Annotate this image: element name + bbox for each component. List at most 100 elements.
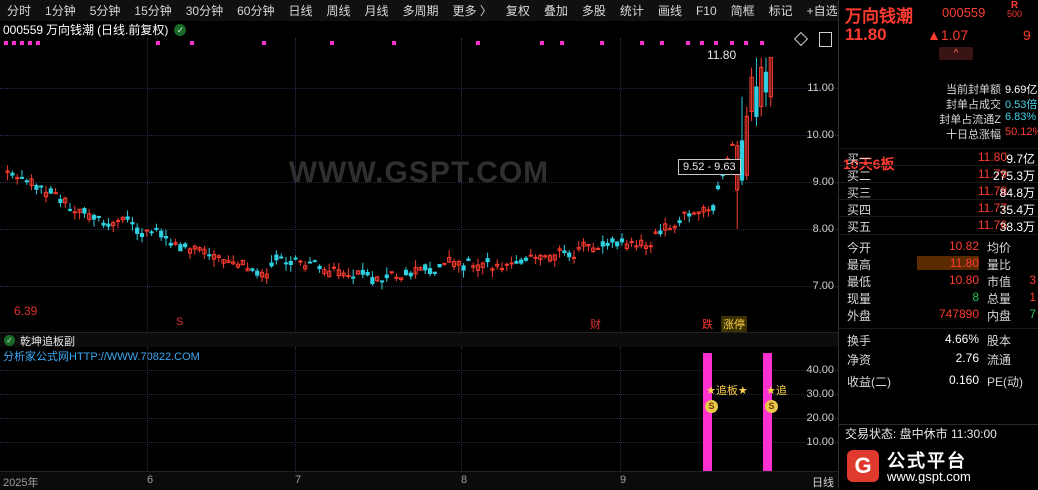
stat-value-5: 4.66% [944, 332, 979, 346]
gridline [0, 442, 838, 443]
toolbar-item-8[interactable]: 月线 [364, 3, 389, 18]
bid-label-1: 买二 [847, 169, 872, 183]
gridline [0, 182, 838, 183]
vgridline [295, 347, 296, 471]
gridline [0, 229, 838, 230]
bid-price-3: 11.77 [977, 201, 1007, 215]
vgridline [295, 38, 296, 332]
gridline [0, 286, 838, 287]
stat-row-6: 净资 2.76 流通 [839, 350, 1038, 367]
bid-price-0: 11.80 [977, 150, 1007, 164]
boards-tag: 10天6板 [843, 156, 895, 172]
signal-badge-1: S [765, 400, 778, 413]
signal-dot [744, 41, 748, 45]
marker-zhangting: 涨停 [721, 316, 747, 332]
indicator-header: ✓ 乾坤追板副 [0, 332, 838, 348]
toolbar2-item-0[interactable]: 复权 [505, 3, 530, 18]
logo-title: 公式平台 [887, 451, 967, 471]
signal-dot [760, 41, 764, 45]
top-toolbar: 分时 1分钟 5分钟 15分钟 30分钟 60分钟 日线 周线 月线 多周期 更… [0, 0, 876, 22]
x-axis-period: 日线 [812, 477, 834, 489]
toolbar2-item-2[interactable]: 多股 [581, 3, 606, 18]
stat-value-7: 0.160 [948, 373, 979, 387]
signal-dot [686, 41, 690, 45]
stat-label2-6: 流通 [987, 353, 1012, 367]
stat-label-5: 换手 [847, 334, 872, 348]
stat-row-7: 收益(二) 0.160 PE(动) [839, 372, 1038, 389]
toolbar-item-10[interactable]: 更多 〉 [452, 3, 492, 18]
logo-url: www.gspt.com [887, 469, 971, 484]
signal-dot [36, 41, 40, 45]
toolbar2-item-8[interactable]: +自选 [806, 3, 838, 18]
gridline [0, 370, 838, 371]
toolbar2-item-7[interactable]: 标记 [768, 3, 793, 18]
toolbar-item-7[interactable]: 周线 [326, 3, 351, 18]
quote-title: 万向钱潮 000559 R 500 [839, 0, 1038, 27]
symbol-name: 万向钱潮 [46, 23, 95, 37]
signal-dot [700, 41, 704, 45]
toolbar-item-5[interactable]: 60分钟 [237, 3, 275, 18]
last-price-label: 11.80 [707, 48, 737, 62]
signal-label-0: ★追板★ [706, 385, 748, 397]
x-tick-0: 2025年 [3, 477, 39, 489]
symbol-period: (日线.前复权) [97, 23, 169, 37]
stat-label-1: 最高 [847, 258, 872, 272]
signal-dot [28, 41, 32, 45]
indicator-title: 乾坤追板副 [20, 335, 75, 348]
stat-label2-7: PE(动) [987, 375, 1024, 389]
seal-value-1: 0.53倍 [1005, 99, 1038, 111]
vgridline [461, 38, 462, 332]
toolbar-item-0[interactable]: 分时 [7, 3, 32, 18]
signal-dot [20, 41, 24, 45]
vgridline [620, 347, 621, 471]
stat-label2-2: 市值 [987, 275, 1012, 289]
bid-row-3: 买四 11.77 35.4万 [839, 199, 1038, 217]
price-range-box: 9.52 - 9.63 [678, 159, 741, 175]
toolbar-item-6[interactable]: 日线 [288, 3, 313, 18]
price-chart[interactable]: WWW.GSPT.COM 11.00 10.00 9.00 8.00 7.00 … [0, 31, 838, 332]
signal-dot [392, 41, 396, 45]
y-tick: 10.00 [806, 129, 834, 141]
stat-value-6: 2.76 [955, 351, 979, 365]
vgridline [461, 347, 462, 471]
toolbar2-item-5[interactable]: F10 [695, 3, 717, 18]
stat-value2-4: 7 [1029, 307, 1036, 321]
toolbar2-item-1[interactable]: 叠加 [543, 3, 568, 18]
ind-y-tick: 30.00 [806, 388, 834, 400]
toolbar2-item-6[interactable]: 简框 [730, 3, 755, 18]
bid-label-3: 买四 [847, 203, 872, 217]
gridline [0, 88, 838, 89]
indicator-pane[interactable]: 分析家公式网HTTP://WWW.70822.COM ★追板★ S ★追 S 4… [0, 347, 838, 471]
toolbar-item-9[interactable]: 多周期 [402, 3, 439, 18]
time-axis: 2025年 6 7 8 9 日线 [0, 471, 838, 490]
seal-label-3: 十日总涨幅 [946, 129, 1001, 141]
signal-dot [476, 41, 480, 45]
toolbar2-item-4[interactable]: 画线 [657, 3, 682, 18]
stat-value-3: 8 [972, 290, 979, 304]
gridline [0, 418, 838, 419]
signal-dot [156, 41, 160, 45]
toolbar-item-3[interactable]: 15分钟 [134, 3, 172, 18]
bid-vol-4: 38.3万 [999, 220, 1035, 234]
marker-s: S [176, 316, 184, 328]
toolbar-item-4[interactable]: 30分钟 [185, 3, 224, 18]
signal-dot [600, 41, 604, 45]
y-tick: 7.00 [812, 280, 834, 292]
marker-die: 跌 [702, 319, 713, 331]
signal-dot [262, 41, 266, 45]
expand-arrow-icon[interactable]: ^ [939, 47, 973, 60]
seal-value-3: 50.12% [1005, 126, 1038, 138]
toolbar2-item-3[interactable]: 统计 [619, 3, 644, 18]
bid-vol-3: 35.4万 [999, 203, 1035, 217]
stat-label-2: 最低 [847, 275, 872, 289]
stat-label-3: 现量 [847, 292, 872, 306]
bid-vol-1: 275.3万 [992, 169, 1035, 183]
bid-price-2: 11.78 [977, 184, 1007, 198]
signal-dot [640, 41, 644, 45]
seal-label-2: 封单占流通Z [939, 114, 1001, 126]
toolbar-item-2[interactable]: 5分钟 [89, 3, 121, 18]
seal-value-0: 9.69亿 [1005, 84, 1038, 96]
bid-row-2: 买三 11.78 84.8万 [839, 182, 1038, 200]
toolbar-item-1[interactable]: 1分钟 [45, 3, 76, 18]
bid-price-4: 11.76 [977, 218, 1007, 232]
